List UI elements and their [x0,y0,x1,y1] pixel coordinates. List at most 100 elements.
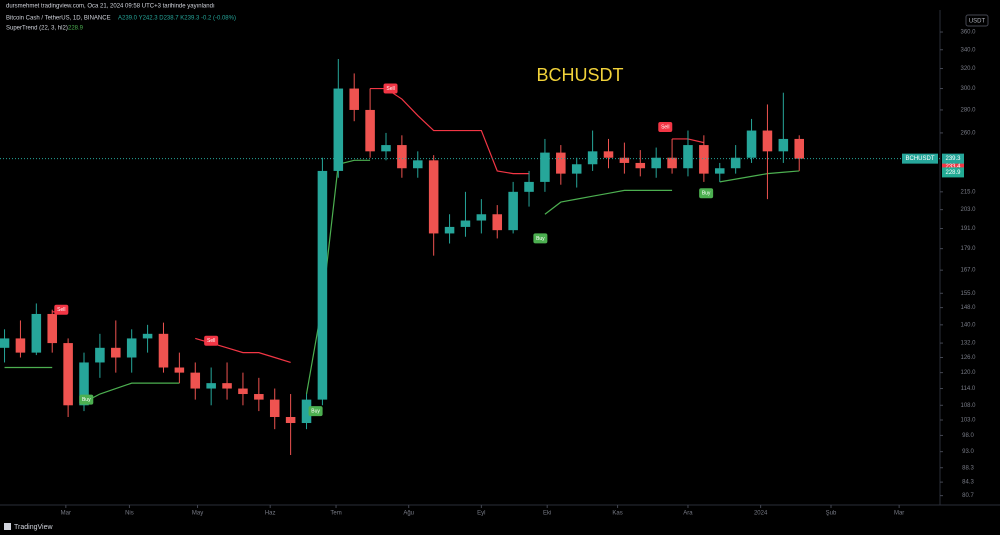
y-tick-label: 320.0 [960,66,976,72]
candle-body [683,145,693,169]
candle-body [413,160,423,169]
y-tick-label: 260.0 [960,130,976,136]
y-tick-label: 300.0 [960,86,976,92]
candle-body [349,88,359,110]
candle-body [619,157,630,163]
supertrend-up [544,189,673,215]
signal-label: Buy [702,191,711,197]
y-tick-label: 215.0 [960,189,976,195]
y-tick-label: 203.0 [960,207,976,213]
candle-body [111,347,121,358]
candle-body [714,168,725,174]
candle-body [238,388,248,395]
candle-body [254,394,264,400]
candle-body [381,145,391,152]
candle-body [635,162,646,169]
y-tick-label: 108.0 [960,403,976,409]
currency: USDT [969,19,986,25]
candle-body [556,152,566,174]
candle-body [524,181,534,192]
candle-body [699,145,709,174]
x-tick-label: Ağu [403,511,414,517]
price-tag-box [942,167,964,178]
signal-label: Buy [82,397,91,403]
price-tag-box [942,153,964,164]
candle-body [508,191,518,231]
candle-body [285,416,296,424]
candle-body [460,220,471,227]
y-tick-label: 103.0 [960,418,976,424]
candle-body [571,164,582,174]
candle-body [603,151,614,158]
y-tick-label: 88.3 [962,465,974,471]
price-tag: 239.3 [945,156,961,162]
candle-body [301,399,312,424]
candle-body [269,399,280,417]
y-tick-label: 140.0 [960,322,976,328]
candle-body [365,109,375,152]
signal-box [308,406,323,417]
y-tick-label: 114.0 [961,386,976,392]
candle-body [476,214,487,221]
signal-label: Sell [207,338,215,344]
candle-body [746,130,757,158]
candle-body [0,338,10,348]
candle-body [730,157,741,169]
price-tag: 228.9 [945,170,961,176]
signal-box [54,304,69,315]
x-tick-label: Kas [612,511,622,517]
price-tag: 233.4 [945,164,961,170]
candle-body [540,152,550,182]
currency-box[interactable] [965,14,989,27]
signal-label: Sell [386,86,394,92]
candle-body [15,338,26,353]
y-tick-label: 280.0 [960,108,976,114]
candle-body [31,313,42,353]
symbol-tag: BCHUSDT [905,156,934,162]
symbol: Bitcoin Cash / TetherUS, 1D, BINANCE [6,16,111,22]
candle-body [587,151,598,165]
x-tick-label: Nis [125,511,134,517]
candle-body [651,157,661,169]
y-tick-label: 191.0 [960,226,976,232]
y-tick-label: 155.0 [960,291,976,297]
logo-icon [4,523,11,530]
candle-body [174,367,185,373]
candle-body [222,383,232,389]
candle-body [444,226,455,234]
signal-box [79,394,94,405]
candle-body [333,88,344,171]
y-tick-label: 80.7 [962,493,974,499]
y-tick-label: 98.0 [962,433,974,439]
logo: TradingView [14,524,53,531]
x-tick-label: Ara [683,511,693,517]
signal-label: Buy [536,236,545,242]
y-tick-label: 126.0 [960,355,976,361]
candle-body [794,138,804,159]
candle-body [79,362,89,406]
indicator: SuperTrend (22, 3, hl2) [6,26,68,32]
candle-body [126,338,137,358]
x-tick-label: May [192,511,203,517]
candle-body [428,160,439,234]
x-tick-label: Eki [543,511,551,517]
x-tick-label: Şub [826,511,837,517]
signal-label: Buy [311,408,320,414]
supertrend-up [719,170,800,183]
candle-body [95,347,105,363]
watermark: BCHUSDT [536,65,623,85]
x-tick-label: Mar [61,511,71,517]
price-tag-box [942,161,964,172]
signal-box [699,188,714,199]
x-tick-label: Mar [894,511,904,517]
y-tick-label: 340.0 [960,47,976,53]
y-tick-label: 360.0 [960,30,976,36]
candle-body [47,313,57,344]
y-tick-label: 84.3 [962,480,974,486]
publisher: dursmehmet tradingview.com, Oca 21, 2024… [6,4,215,10]
candle-body [142,333,153,339]
signal-box [204,335,219,346]
signal-label: Sell [57,307,65,313]
y-tick-label: 179.0 [960,246,976,252]
